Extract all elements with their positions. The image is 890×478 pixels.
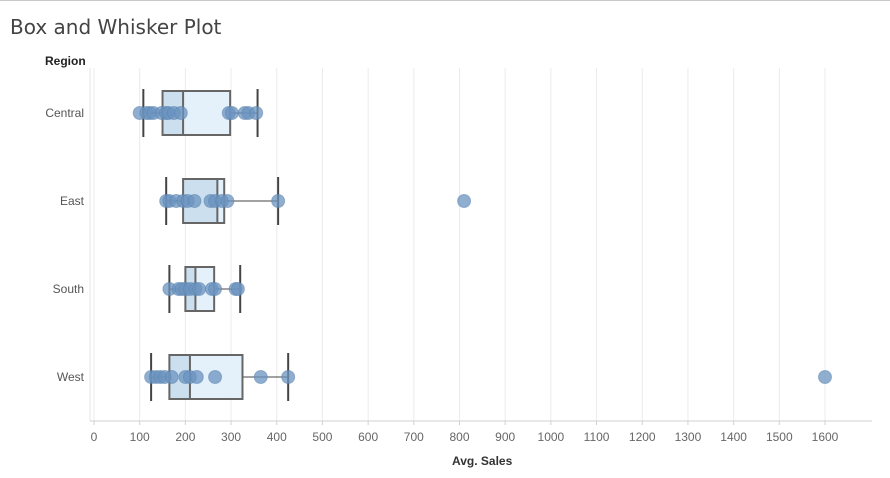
category-label: West (57, 370, 85, 384)
x-tick-label: 200 (175, 430, 195, 444)
data-point (457, 194, 472, 208)
x-tick-label: 900 (495, 430, 515, 444)
y-axis-title: Region (45, 54, 86, 68)
data-point (249, 106, 264, 120)
x-tick-label: 400 (267, 430, 287, 444)
data-point (189, 370, 204, 384)
data-point (253, 370, 268, 384)
data-point (281, 370, 296, 384)
x-tick-label: 1000 (538, 430, 565, 444)
category-label: South (53, 282, 84, 296)
x-tick-label: 300 (221, 430, 241, 444)
x-tick-label: 1500 (766, 430, 793, 444)
data-point (187, 194, 202, 208)
category-label: Central (45, 106, 84, 120)
x-tick-label: 1400 (720, 430, 747, 444)
data-point (818, 370, 832, 384)
data-point (164, 370, 179, 384)
data-point (224, 106, 239, 120)
x-tick-label: 100 (130, 430, 150, 444)
data-point (208, 282, 223, 296)
top-border (0, 0, 890, 1)
x-tick-label: 0 (91, 430, 98, 444)
x-tick-label: 1200 (629, 430, 656, 444)
x-tick-label: 800 (449, 430, 469, 444)
x-tick-label: 1300 (675, 430, 702, 444)
x-tick-label: 500 (312, 430, 332, 444)
data-point (220, 194, 235, 208)
data-point (173, 106, 188, 120)
chart-title: Box and Whisker Plot (10, 15, 222, 39)
x-tick-label: 1100 (584, 430, 610, 444)
x-tick-label: 600 (358, 430, 378, 444)
data-point (208, 370, 223, 384)
category-label: East (60, 194, 85, 208)
data-point (192, 282, 207, 296)
x-tick-label: 1600 (812, 430, 839, 444)
data-point (271, 194, 286, 208)
x-tick-label: 700 (404, 430, 424, 444)
data-point (230, 282, 245, 296)
